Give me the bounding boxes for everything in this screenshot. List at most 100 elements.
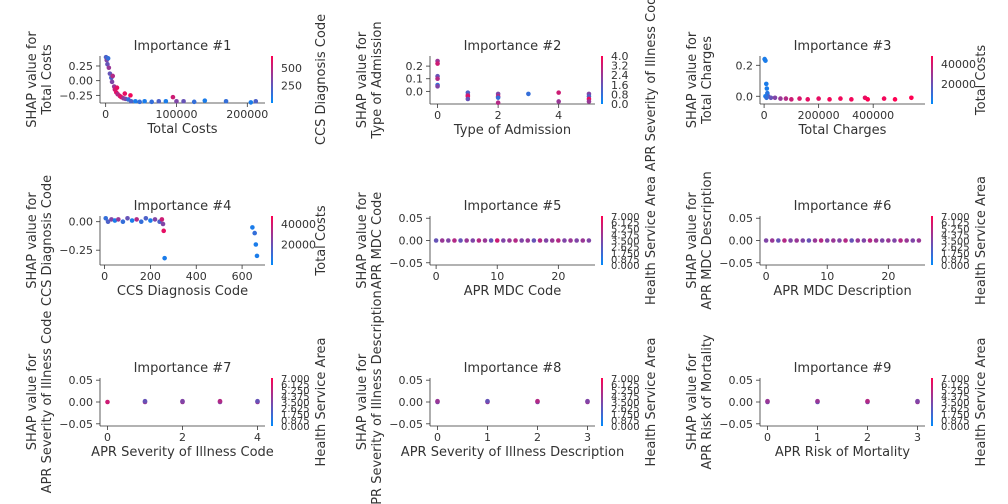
colorbar-tick-label: 4.375: [611, 230, 640, 241]
colorbar-tick-label: 3.500: [281, 398, 310, 409]
data-point: [537, 238, 543, 243]
data-point: [446, 238, 451, 243]
colorbar-tick-label: 4.375: [941, 392, 970, 403]
data-point: [586, 99, 592, 104]
y-axis-label: SHAP value forAPR MDC Code: [355, 192, 385, 290]
y-tick-label: 0.0: [406, 85, 424, 98]
colorbar-tick-label: 6.125: [941, 380, 970, 391]
x-tick-label: 0: [763, 270, 770, 283]
colorbar-tick-label: 0.0: [611, 98, 629, 111]
y-tick-label: 0.00: [729, 396, 754, 409]
y-axis-label: SHAP value forAPR Risk of Mortality: [685, 334, 715, 470]
y-axis-label-line-1: SHAP value for: [685, 353, 700, 450]
panel-7: Importance #7 0 2 4 −0.05 0.00 0.05 APR Severit…: [25, 311, 329, 494]
x-tick-label: 10: [490, 270, 504, 283]
data-point: [163, 98, 169, 104]
data-point: [106, 65, 112, 71]
data-point: [435, 84, 440, 89]
x-tick-label: 2: [534, 431, 541, 444]
x-axis-label: Type of Admission: [453, 123, 571, 138]
y-axis-label: SHAP value forTotal Charges: [685, 31, 715, 128]
colorbar-tick-label: 0.875: [611, 255, 640, 266]
y-tick-label: 0.0: [736, 90, 754, 103]
colorbar-tick-label: 0.875: [941, 255, 970, 266]
y-axis-label-line-2: APR Severity of Illness Description: [370, 290, 385, 504]
data-point: [105, 219, 111, 224]
data-point: [519, 238, 524, 243]
y-tick-label: −0.05: [719, 257, 753, 270]
data-point: [507, 238, 512, 243]
x-tick-label: 0: [433, 270, 440, 283]
x-tick-label: 200000: [226, 108, 268, 121]
colorbar-tick-label: 3.500: [611, 398, 640, 409]
data-point: [867, 238, 873, 243]
x-axis-label: Total Charges: [798, 123, 887, 138]
data-point: [128, 93, 133, 98]
data-point: [789, 97, 794, 102]
x-tick-label: 0: [764, 431, 771, 444]
data-point: [886, 238, 891, 243]
panel-4: Importance #4 0 200 400 600 −0.25 0.00 CCS Diag…: [25, 175, 329, 306]
data-point: [763, 58, 768, 63]
data-point: [776, 238, 781, 243]
colorbar-tick-label: 1.6: [611, 79, 629, 92]
data-point: [763, 81, 769, 87]
colorbar-tick-label: 0.875: [611, 416, 640, 427]
colorbar-tick-label: 2.625: [281, 404, 310, 415]
data-point: [433, 238, 439, 243]
data-point: [105, 399, 110, 405]
data-point: [549, 238, 555, 243]
data-point: [149, 99, 154, 105]
x-axis-label: APR Risk of Mortality: [775, 445, 911, 460]
data-point: [556, 90, 561, 95]
y-axis-label-line-2: CCS Diagnosis Code: [40, 175, 55, 306]
data-point: [250, 225, 255, 230]
y-tick-label: 0.05: [399, 212, 424, 225]
data-point: [458, 238, 463, 243]
data-point: [148, 218, 153, 223]
x-tick-label: 2: [495, 109, 502, 122]
y-tick-label: 0.00: [69, 216, 94, 229]
y-tick-label: 0.05: [69, 374, 94, 387]
data-point: [910, 238, 916, 243]
data-point: [152, 217, 158, 222]
y-tick-label: −0.25: [59, 89, 93, 102]
colorbar-label: CCS Diagnosis Code: [314, 14, 329, 145]
x-tick-label: 0: [102, 108, 109, 121]
data-point: [202, 98, 208, 103]
data-point: [916, 238, 922, 243]
data-point: [125, 215, 130, 221]
y-tick-label: 0.05: [729, 212, 754, 225]
y-tick-label: 0.00: [399, 396, 424, 409]
data-point: [568, 238, 573, 243]
data-point: [223, 98, 229, 104]
panel-title: Importance #9: [794, 361, 892, 376]
colorbar-tick-label: 250: [281, 79, 302, 92]
data-point: [898, 238, 903, 243]
y-axis-label: SHAP value forCCS Diagnosis Code: [25, 175, 55, 306]
data-point: [482, 238, 488, 243]
x-tick-label: 600: [232, 270, 253, 283]
panel-title: Importance #3: [794, 39, 892, 54]
data-point: [788, 238, 793, 243]
colorbar: [601, 216, 603, 265]
data-point: [783, 96, 789, 101]
data-point: [488, 238, 494, 243]
colorbar-label: Health Service Area: [644, 338, 659, 467]
data-point: [160, 221, 166, 227]
colorbar-tick-label: 4.0: [611, 50, 629, 63]
data-point: [556, 99, 561, 104]
x-tick-label: 2: [179, 431, 186, 444]
y-axis-label-line-2: APR MDC Description: [700, 171, 715, 309]
data-point: [252, 230, 257, 236]
data-point: [797, 96, 802, 101]
data-point: [180, 398, 185, 404]
x-tick-label: 400: [186, 270, 207, 283]
y-axis-label-line-2: Total Charges: [700, 36, 715, 125]
colorbar-tick-label: 3.2: [611, 60, 629, 73]
data-point: [114, 85, 120, 91]
panel-6: Importance #6 0 10 20 −0.05 0.00 0.05 APR MDC D…: [685, 171, 989, 309]
data-point: [181, 98, 186, 104]
colorbar-tick-label: 0.8: [611, 88, 629, 101]
panel-8: Importance #8 0 1 2 3 −0.05 0.00 0.05 APR Severi…: [355, 290, 659, 504]
